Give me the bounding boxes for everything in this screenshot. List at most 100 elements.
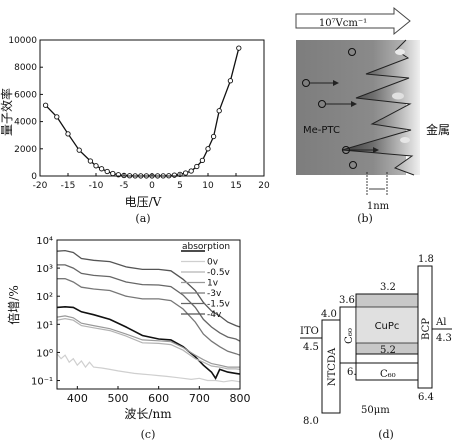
- legend-label: -4v: [207, 310, 222, 320]
- panel-c: 400 500 600 700 800 10⁻¹ 10⁰ 10¹ 10² 10³ 10⁴ absor…: [6, 236, 251, 441]
- qe-point: [98, 166, 105, 172]
- panel-c-ylabel: 倍增/%: [6, 285, 21, 324]
- electron-markers: [302, 48, 357, 169]
- y-tick-label: 10¹: [36, 320, 53, 331]
- ntcda-label: NTCDA: [327, 347, 338, 386]
- qe-point: [110, 170, 116, 177]
- panel-c-xlabel: 波长/nm: [124, 407, 172, 421]
- x-tick-label: 500: [108, 392, 129, 405]
- panel-a-xlabel: 电压/V: [125, 195, 162, 209]
- electron-arrows: [310, 80, 379, 153]
- y-tick-label: 4000: [14, 118, 37, 128]
- series-3v-line: [57, 278, 241, 356]
- x-tick-label: -15: [61, 181, 76, 191]
- series-15v-line: [57, 264, 241, 342]
- qe-point: [104, 168, 110, 175]
- qe-point: [205, 146, 211, 152]
- x-tick-label: 800: [230, 392, 251, 405]
- al-value: 4.3: [436, 333, 452, 344]
- series-4v-line: [56, 249, 241, 328]
- legend-label: -0.5v: [207, 268, 231, 278]
- y-tick-label: 8000: [14, 63, 37, 73]
- ntcda-box: [321, 319, 341, 414]
- electron-circle: [342, 146, 350, 154]
- cupc-bottom-value: 5.2: [380, 345, 396, 356]
- cupc-inner: [355, 306, 419, 344]
- metal-edge: [341, 39, 415, 176]
- bcp-box: [417, 265, 433, 389]
- series-05v-line: [56, 317, 241, 370]
- organic-label: Me-PTC: [303, 125, 340, 136]
- x-tick-label: 600: [148, 392, 169, 405]
- metal-blob: [400, 137, 410, 143]
- legend-label: -1.5v: [207, 300, 231, 310]
- qe-point: [182, 170, 189, 176]
- panel-d-caption: (d): [378, 428, 394, 441]
- panel-c-plot: [56, 249, 241, 383]
- y-tick-label: 10⁴: [36, 236, 53, 247]
- series-absorption-line: [56, 305, 241, 380]
- y-tick-label: 0: [31, 172, 37, 182]
- scale-label: 1nm: [367, 201, 390, 212]
- y-tick-label: 6000: [14, 90, 37, 100]
- qe-point: [236, 45, 242, 51]
- metal-blob: [395, 49, 405, 55]
- panel-c-ticks: 400 500 600 700 800 10⁻¹ 10⁰ 10¹ 10² 10³ 10⁴: [31, 236, 251, 405]
- electron-circle: [349, 161, 357, 169]
- x-tick-label: -10: [89, 181, 104, 191]
- qe-point: [54, 114, 60, 120]
- y-tick-label: 10⁻¹: [31, 377, 53, 388]
- c60-left-label: C₆₀: [344, 328, 355, 344]
- qe-point: [188, 168, 194, 174]
- cupc-label: CuPc: [375, 321, 400, 332]
- y-tick-label: 10⁰: [36, 348, 53, 359]
- y-tick-label: 10000: [8, 36, 37, 46]
- x-tick-label: 700: [189, 392, 210, 405]
- qe-point: [194, 163, 200, 170]
- panel-a-axes-frame: [39, 39, 265, 177]
- panel-a-plot: [42, 45, 242, 179]
- c60-top-value: 3.6: [339, 295, 355, 306]
- qe-point: [210, 133, 217, 140]
- metal-label: 金属: [426, 122, 450, 137]
- panel-d: ITO 4.5 NTCDA 4.0 8.0 C₆₀ 3.6 6.2 CuPc 3…: [300, 254, 452, 441]
- field-arrow: [295, 6, 411, 36]
- panel-a-caption: (a): [135, 212, 150, 225]
- panel-c-axes-frame: [56, 239, 241, 390]
- panel-b: 10⁷Vcm⁻¹ Me-PTC 金属 1nm (b): [295, 6, 450, 225]
- qe-point: [216, 108, 222, 114]
- organic-region: [296, 40, 406, 175]
- x-tick-label: -5: [120, 181, 129, 191]
- legend-label: 1v: [207, 279, 219, 289]
- electron-circle: [302, 79, 310, 87]
- field-label: 10⁷Vcm⁻¹: [319, 18, 367, 29]
- x-tick-label: 15: [230, 181, 241, 191]
- qe-point: [42, 102, 49, 108]
- ito-value: 4.5: [303, 342, 319, 353]
- thickness-label: 50μm: [361, 405, 390, 416]
- ntcda-top-value: 4.0: [321, 309, 337, 320]
- metal-blob: [392, 92, 404, 100]
- series-0v-line: [56, 353, 241, 383]
- qe-point: [171, 172, 178, 178]
- legend-label: absorption: [182, 242, 230, 252]
- series-1v-line: [56, 315, 240, 368]
- cupc-top-value: 3.2: [380, 282, 396, 293]
- y-tick-label: 10²: [36, 292, 53, 303]
- qe-point: [227, 78, 234, 84]
- qe-point: [93, 163, 99, 169]
- x-tick-label: 400: [67, 392, 88, 405]
- bcp-bottom-value: 6.4: [418, 392, 434, 403]
- legend-label: -3v: [207, 289, 222, 299]
- qe-point: [65, 131, 71, 137]
- panel-a-ticks: -20 -15 -10 -5 0 5 10 15 20 0 2000 4000 6000 8000 1000…: [8, 36, 270, 191]
- x-tick-label: 10: [202, 181, 214, 191]
- panel-a-ylabel: 量子效率: [0, 88, 14, 136]
- qe-point: [199, 157, 206, 164]
- c60-bottom-value: 6.2: [347, 367, 363, 378]
- x-tick-label: -20: [33, 181, 48, 191]
- ito-label: ITO: [300, 326, 319, 337]
- y-tick-label: 10³: [36, 264, 53, 275]
